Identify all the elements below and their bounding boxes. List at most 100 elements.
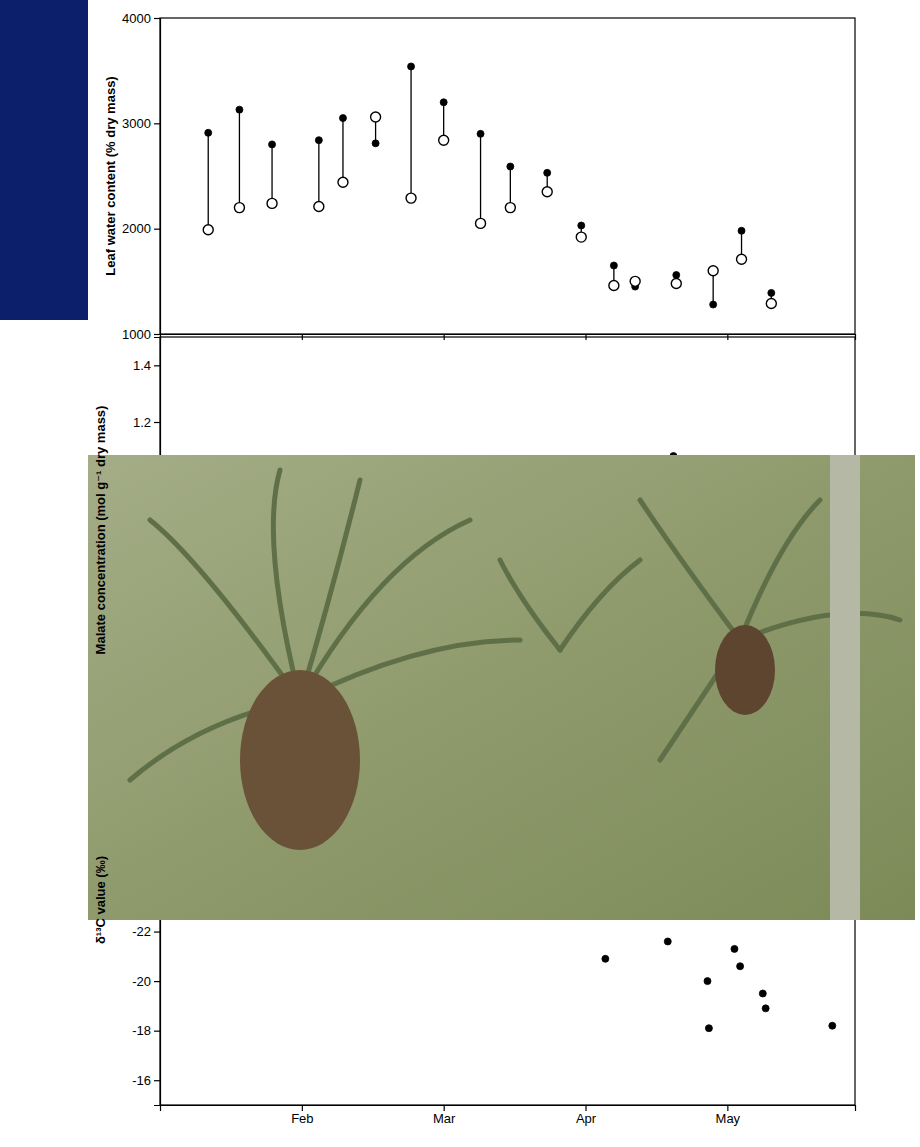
x-tick: Apr [576, 1105, 597, 1126]
y-tick: -18 [132, 1023, 160, 1038]
x-axis-line [161, 1106, 856, 1112]
photo-leaf [273, 470, 300, 700]
filled-point [710, 301, 717, 308]
open-point [671, 278, 681, 288]
x-axis: Feb Mar Apr May [161, 1105, 856, 1126]
x-tick-label: Mar [433, 1111, 456, 1126]
filled-point [578, 222, 585, 229]
y-tick-mark [154, 931, 160, 932]
x-tick-label: May [716, 1111, 741, 1126]
panel: 1000 2000 3000 4000 [122, 11, 855, 342]
filled-point [602, 955, 609, 962]
pair-connector [239, 110, 240, 208]
filled-point [731, 945, 738, 952]
y-axis-title: Malate concentration (mol g⁻¹ dry mass) [93, 406, 108, 655]
open-point [542, 187, 552, 197]
open-point [267, 198, 277, 208]
open-point [406, 193, 416, 203]
marks [203, 63, 776, 309]
plot-frame [160, 18, 855, 334]
photo [88, 455, 915, 920]
y-tick-label: 1.2 [133, 415, 151, 430]
open-point [737, 254, 747, 264]
photo-leaf [560, 560, 640, 650]
filled-point [269, 141, 276, 148]
filled-point [737, 963, 744, 970]
x-tick-label: Apr [576, 1111, 597, 1126]
open-point [505, 203, 515, 213]
filled-point [440, 99, 447, 106]
open-point [576, 232, 586, 242]
y-tick-mark [154, 229, 160, 230]
x-tick: Mar [433, 1105, 456, 1126]
open-point [314, 202, 324, 212]
y-tick-mark [154, 123, 160, 124]
slide-band [0, 0, 88, 320]
photo-trunk [715, 625, 775, 715]
y-tick: 1000 [122, 327, 160, 342]
x-tick: May [716, 1105, 741, 1126]
x-tick-mark [585, 1105, 586, 1111]
pair-connector [318, 140, 319, 206]
pair-connector [342, 118, 343, 182]
filled-point [507, 163, 514, 170]
open-point [439, 135, 449, 145]
pair-connector [208, 133, 209, 230]
y-tick: 3000 [122, 116, 160, 131]
photo-leaf [640, 500, 740, 640]
figure: 1000 2000 3000 4000 1.2 1.4 -16 -18 -20 -22 Feb Mar… [0, 0, 920, 1147]
photo-branch [830, 455, 860, 920]
y-tick-label: 1.4 [133, 358, 151, 373]
filled-point [705, 1025, 712, 1032]
y-tick: 1.4 [133, 358, 160, 373]
open-point [476, 218, 486, 228]
y-tick-mark [154, 422, 160, 423]
photo-leaf [500, 560, 560, 650]
y-tick-label: 4000 [122, 11, 151, 26]
filled-point [339, 115, 346, 122]
y-tick: -22 [132, 924, 160, 939]
open-point [371, 112, 381, 122]
y-tick-label: 3000 [122, 116, 151, 131]
open-point [630, 276, 640, 286]
filled-point [704, 978, 711, 985]
y-tick-label: -20 [132, 974, 151, 989]
pair-connector [271, 144, 272, 203]
y-tick-mark [154, 334, 160, 335]
y-axis-title: Leaf water content (% dry mass) [103, 76, 118, 275]
open-point [203, 225, 213, 235]
filled-point [236, 106, 243, 113]
open-point [766, 298, 776, 308]
x-tick-mark [444, 1105, 445, 1111]
x-tick-mark [727, 1105, 728, 1111]
photo-ground [88, 455, 915, 920]
x-tick: Feb [291, 1105, 313, 1126]
y-axis: 1000 2000 3000 4000 [122, 11, 160, 342]
filled-point [408, 63, 415, 70]
marks [602, 938, 836, 1032]
filled-point [372, 140, 379, 147]
y-axis-title: δ¹³C value (‰) [93, 856, 108, 944]
pair-connector [410, 66, 411, 198]
background [0, 0, 920, 1147]
filled-point [738, 227, 745, 234]
open-point [234, 203, 244, 213]
open-point [708, 266, 718, 276]
y-tick: 2000 [122, 221, 160, 236]
filled-point [610, 262, 617, 269]
y-tick: -16 [132, 1073, 160, 1088]
y-tick-mark [154, 18, 160, 19]
y-tick: 4000 [122, 11, 160, 26]
y-tick-label: 2000 [122, 221, 151, 236]
filled-point [673, 272, 680, 279]
pair-connector [510, 167, 511, 208]
open-point [338, 177, 348, 187]
y-tick: -20 [132, 974, 160, 989]
open-point [609, 281, 619, 291]
filled-point [477, 130, 484, 137]
filled-point [759, 990, 766, 997]
filled-point [205, 129, 212, 136]
y-tick-mark [154, 1031, 160, 1032]
y-tick-label: -22 [132, 924, 151, 939]
filled-point [768, 289, 775, 296]
